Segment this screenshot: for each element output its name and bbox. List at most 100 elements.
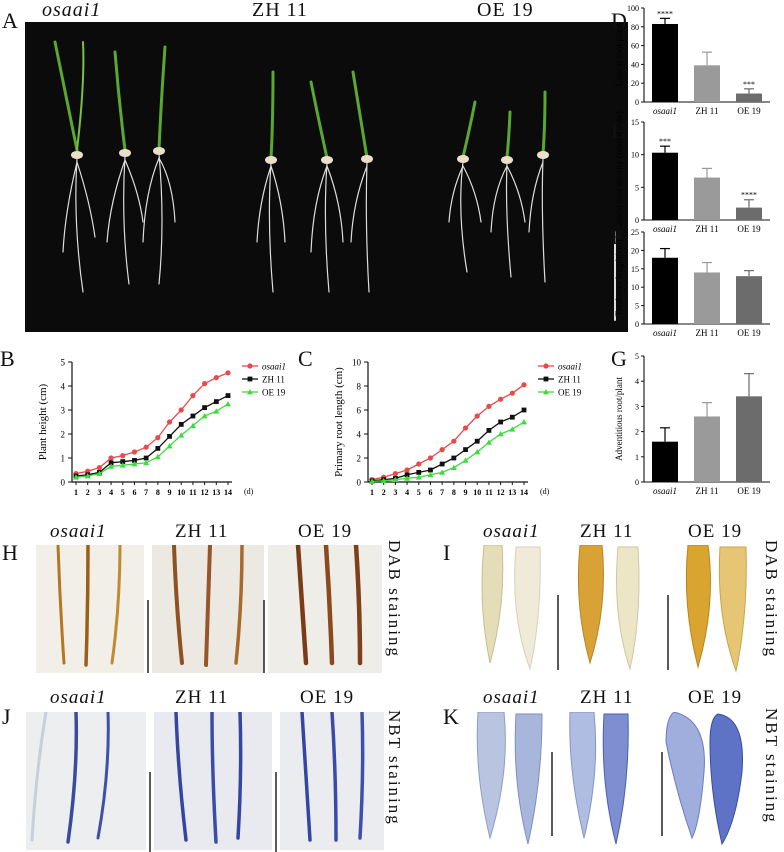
data-point (474, 438, 480, 444)
x-tick-label: 6 (428, 488, 432, 497)
y-tick-label: 15 (631, 265, 639, 274)
y-tick-label: 25 (631, 228, 639, 237)
y-axis-label: Total root length(cm) (614, 240, 624, 317)
bar-osaai1 (652, 152, 678, 220)
y-tick-label: 3 (635, 402, 639, 411)
y-tick-label: 4 (357, 430, 362, 440)
x-tick-label: ZH 11 (696, 106, 719, 116)
y-tick-label: 100 (627, 4, 639, 13)
bar-osaai1 (652, 23, 678, 103)
y-tick-label: 1 (635, 453, 639, 462)
x-tick-label: 7 (440, 488, 444, 497)
y-axis-label: Plant height (cm) (37, 383, 49, 460)
x-tick-label: 2 (382, 488, 386, 497)
y-tick-label: 0 (635, 216, 639, 225)
y-tick-label: 40 (631, 60, 639, 69)
data-point (108, 460, 114, 466)
x-tick-label: 6 (132, 488, 136, 497)
x-tick-label: 2 (86, 488, 90, 497)
data-point (190, 413, 196, 419)
data-point (190, 393, 196, 399)
data-point (213, 408, 220, 414)
data-point (189, 422, 196, 428)
data-point (202, 381, 208, 387)
data-point (486, 403, 492, 409)
x-tick-label: 11 (189, 488, 197, 497)
y-tick-label: 10 (352, 358, 362, 368)
data-point (450, 464, 457, 470)
y-axis-label: Primary root length (cm) (333, 367, 345, 477)
bar-oe-19 (736, 396, 762, 482)
data-point (439, 447, 445, 453)
data-point (463, 447, 468, 452)
data-point (225, 370, 231, 376)
panel-letter-c: C (298, 346, 313, 371)
k-side-label: NBT staining (762, 708, 781, 824)
y-tick-label: 10 (631, 283, 639, 292)
data-point (498, 396, 504, 402)
h-label-zh11: ZH 11 (175, 521, 229, 542)
data-point (178, 407, 184, 413)
x-tick-label: osaai1 (653, 486, 677, 496)
legend-label: OE 19 (558, 388, 582, 398)
data-point (154, 453, 161, 460)
x-tick-label: OE 19 (737, 106, 761, 116)
i-label-zh11: ZH 11 (580, 521, 634, 542)
y-tick-label: 2 (357, 454, 362, 464)
y-tick-label: 2 (61, 430, 66, 440)
y-tick-label: 2 (635, 428, 639, 437)
data-point (509, 390, 515, 396)
bar-zh-11 (694, 272, 720, 324)
data-point (392, 471, 398, 477)
x-tick-label: 10 (473, 488, 481, 497)
x-tick-label: osaai1 (653, 328, 677, 338)
legend-label: osaai1 (558, 362, 582, 372)
panel-letter-j: J (2, 704, 11, 729)
x-tick-label: 9 (168, 488, 172, 497)
data-point (108, 463, 115, 469)
photo-label-zh11: ZH 11 (252, 0, 308, 21)
x-tick-label: osaai1 (653, 224, 677, 234)
x-tick-label: 12 (201, 488, 209, 497)
panel-letter-f: F (611, 224, 624, 249)
significance-mark: *** (743, 80, 755, 89)
data-point (119, 462, 126, 468)
y-tick-label: 3 (61, 406, 66, 416)
panel-letter-h: H (2, 540, 18, 565)
x-tick-label: 13 (212, 488, 220, 497)
bar-osaai1 (652, 257, 678, 324)
series-line-osaai1 (75, 372, 229, 475)
data-point (213, 375, 219, 381)
data-point (225, 393, 231, 398)
h-side-label: DAB staining (385, 540, 404, 658)
photo-nbt-leaf (476, 712, 743, 846)
data-point (178, 432, 185, 438)
x-tick-label: ZH 11 (696, 328, 719, 338)
legend-marker (247, 376, 253, 382)
k-label-oe19: OE 19 (688, 687, 743, 708)
y-tick-label: 0 (635, 98, 639, 107)
photo-label-oe19: OE 19 (477, 0, 534, 21)
x-tick-label: 1 (370, 488, 374, 497)
data-point (498, 419, 504, 425)
data-point (439, 469, 446, 475)
panel-letter-i: I (443, 540, 451, 565)
x-tick-label: 3 (393, 488, 397, 497)
y-tick-label: 5 (61, 358, 66, 368)
data-point (213, 399, 219, 404)
chart-lateral-root-per-plant: 0 20 40 60 80 100 **** osaai1 ZH 11 *** OE 19 Later… (614, 4, 770, 116)
i-side-label: DAB staining (762, 540, 781, 658)
data-point (155, 446, 161, 451)
bar-oe-19 (736, 93, 762, 102)
panel-letter-g: G (611, 346, 627, 371)
data-point (428, 467, 433, 473)
y-tick-label: 6 (357, 406, 362, 416)
data-point (143, 455, 149, 461)
x-tick-label: 7 (144, 488, 148, 497)
bar-zh-11 (694, 65, 720, 102)
seedling-illustrations (53, 40, 616, 321)
data-point (521, 419, 527, 425)
data-point (427, 471, 434, 478)
x-tick-label: OE 19 (737, 486, 761, 496)
